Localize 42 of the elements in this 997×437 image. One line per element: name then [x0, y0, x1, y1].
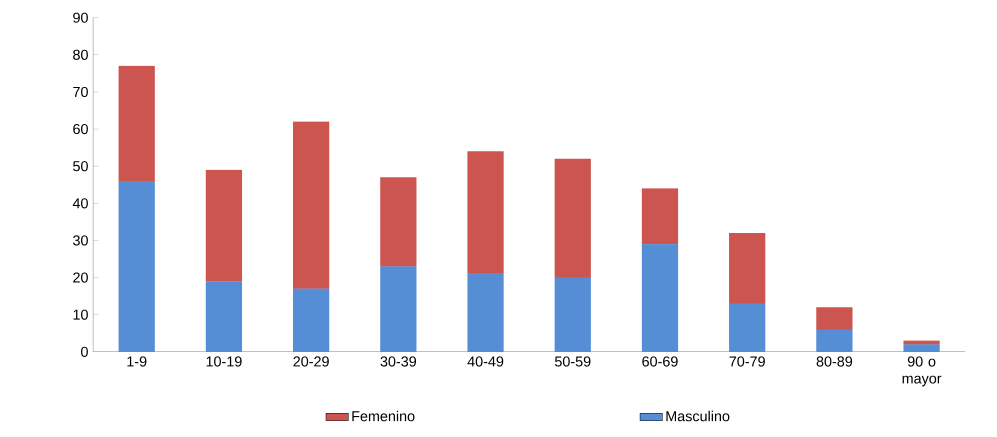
y-tick-label: 30: [73, 235, 88, 246]
x-tick-label: 40-49: [467, 356, 504, 367]
x-tick-label: 30-39: [380, 356, 416, 367]
x-tick-label: 60-69: [642, 356, 678, 367]
y-tick-label: 20: [73, 272, 88, 283]
y-tick-label: 60: [73, 124, 88, 134]
x-tick-label: 10-19: [206, 356, 242, 367]
x-tick-label: 80-89: [816, 356, 852, 367]
bar: [903, 344, 940, 352]
bar: [729, 304, 766, 352]
y-tick-label: 70: [73, 86, 88, 97]
x-tick-label: 1-9: [127, 356, 146, 367]
bar: [816, 329, 853, 352]
y-tick-label: 80: [73, 50, 88, 60]
y-tick-label: 40: [72, 198, 88, 208]
y-tick-label: 10: [74, 310, 88, 320]
bar: [293, 288, 330, 352]
bar: [293, 122, 330, 289]
bar: [642, 188, 678, 244]
bar: [206, 281, 242, 352]
y-tick-label: 90: [73, 12, 88, 23]
bar: [118, 66, 155, 181]
bar: [380, 266, 416, 352]
y-tick-label: 0: [81, 346, 88, 357]
bar: [206, 170, 242, 282]
bar: [118, 180, 155, 352]
y-tick-label: 50: [73, 161, 88, 172]
legend-label: Masculino: [666, 410, 730, 422]
x-tick-label: 20-29: [293, 356, 329, 367]
bar: [816, 307, 853, 330]
bar: [729, 232, 766, 304]
legend-label: Femenino: [352, 410, 414, 422]
bar: [380, 177, 416, 266]
bar: [467, 151, 504, 274]
x-tick-label: 70-79: [730, 356, 765, 367]
bar: [903, 340, 940, 344]
x-tick-label: 50-59: [554, 356, 590, 367]
bar: [467, 274, 504, 352]
bar: [642, 244, 678, 352]
bar: [554, 278, 591, 352]
bar: [554, 158, 591, 278]
x-tick-label: 90 o mayor: [902, 356, 942, 386]
